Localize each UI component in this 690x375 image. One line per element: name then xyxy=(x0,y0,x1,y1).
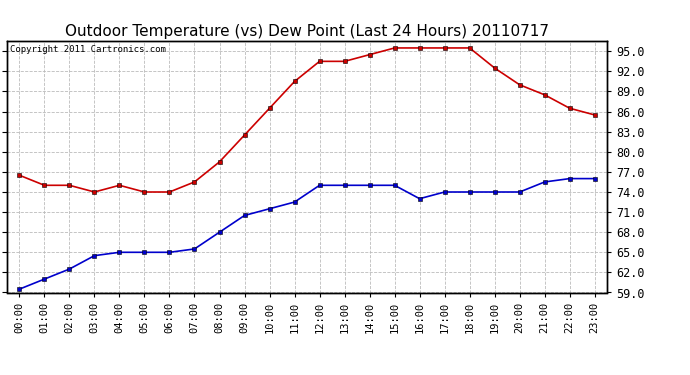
Text: Copyright 2011 Cartronics.com: Copyright 2011 Cartronics.com xyxy=(10,45,166,54)
Title: Outdoor Temperature (vs) Dew Point (Last 24 Hours) 20110717: Outdoor Temperature (vs) Dew Point (Last… xyxy=(65,24,549,39)
